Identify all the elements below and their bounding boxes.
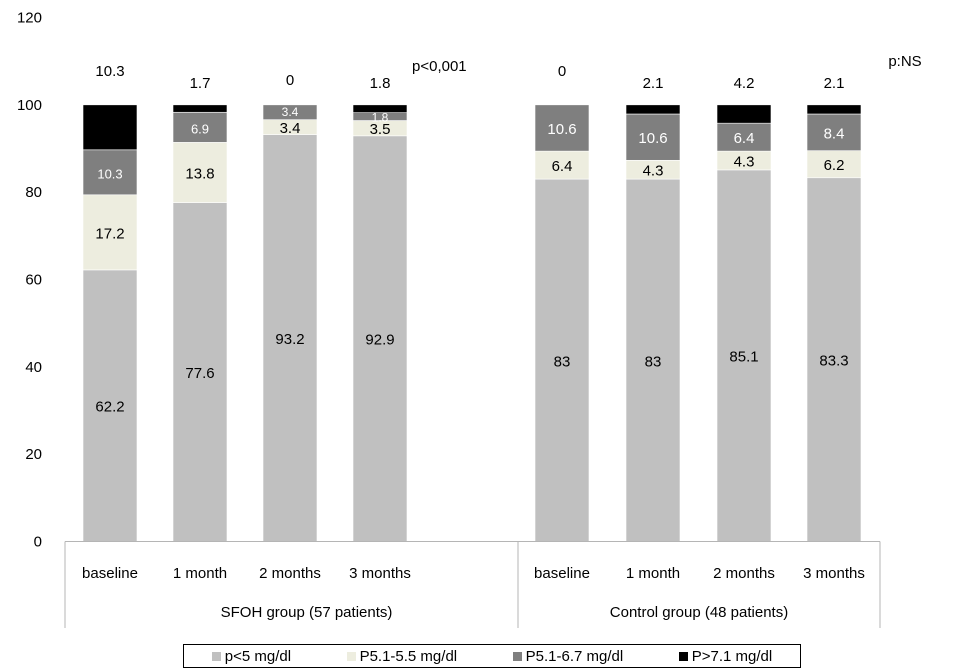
bar-segment xyxy=(82,269,138,542)
segment-label: 10.6 xyxy=(547,121,576,138)
bar-segment xyxy=(806,104,862,115)
segment-label: 93.2 xyxy=(275,331,304,348)
annotations: p<0,001 p:NS xyxy=(412,53,922,75)
significance-annotation: p:NS xyxy=(888,53,921,70)
segment-label: 77.6 xyxy=(185,365,214,382)
legend-swatch xyxy=(512,651,522,661)
bar-segment xyxy=(82,104,138,151)
bar-stacks xyxy=(82,104,862,542)
legend: p<5 mg/dl P5.1-5.5 mg/dl P5.1-6.7 mg/dl P>7… xyxy=(183,644,801,668)
bar-segment xyxy=(716,122,772,152)
y-tick-label: 40 xyxy=(25,359,42,376)
bar-segment xyxy=(352,104,408,113)
top-labels: 10.3 1.7 0 1.8 0 2.1 4.2 2.1 xyxy=(95,63,844,92)
group-label: SFOH group (57 patients) xyxy=(221,604,393,621)
segment-label: 17.2 xyxy=(95,225,124,242)
segment-label: 13.8 xyxy=(185,166,214,183)
top-value-label: 1.8 xyxy=(370,75,391,92)
bar-segment xyxy=(172,202,228,542)
segment-label: 6.2 xyxy=(824,157,845,174)
segment-label: 83 xyxy=(554,353,571,370)
legend-item: p<5 mg/dl xyxy=(211,647,292,665)
segment-label: 1.8 xyxy=(372,111,389,125)
bar-segment xyxy=(172,104,228,113)
segment-label: 6.4 xyxy=(552,158,573,175)
legend-label: P5.1-5.5 mg/dl xyxy=(359,647,458,665)
y-tick-label: 100 xyxy=(17,97,42,114)
stacked-bar-chart: 0 20 40 60 80 100 120 62.2 17.2 10.3 77.6 13.8 6.9 9… xyxy=(17,10,922,628)
x-tick-label: 2 months xyxy=(713,565,775,582)
bar-segment xyxy=(625,104,681,115)
segment-label: 83 xyxy=(645,353,662,370)
legend-swatch xyxy=(346,651,356,661)
x-tick-label: baseline xyxy=(534,565,590,582)
x-tick-label: 2 months xyxy=(259,565,321,582)
y-tick-label: 80 xyxy=(25,184,42,201)
legend-label: P>7.1 mg/dl xyxy=(691,647,773,665)
bar-segment xyxy=(262,104,318,120)
y-tick-label: 20 xyxy=(25,446,42,463)
x-tick-label: 1 month xyxy=(173,565,227,582)
top-value-label: 2.1 xyxy=(643,75,664,92)
bar-segment xyxy=(534,150,590,180)
segment-label: 4.3 xyxy=(643,163,664,180)
segment-label: 8.4 xyxy=(824,125,845,142)
segment-label: 92.9 xyxy=(365,332,394,349)
bar-segment xyxy=(172,111,228,143)
y-tick-label: 120 xyxy=(17,10,42,27)
segment-label: 3.4 xyxy=(280,120,301,137)
bar-segment xyxy=(262,134,318,542)
legend-swatch xyxy=(678,651,688,661)
y-axis: 0 20 40 60 80 100 120 xyxy=(17,10,42,551)
legend-swatch xyxy=(211,651,221,661)
legend-item: P>7.1 mg/dl xyxy=(678,647,773,665)
bar-segment xyxy=(806,177,862,542)
segment-label: 6.4 xyxy=(734,130,755,147)
legend-label: p<5 mg/dl xyxy=(224,647,292,665)
segment-labels: 62.2 17.2 10.3 77.6 13.8 6.9 93.2 3.43.4 92.9 3.5… xyxy=(95,105,848,416)
segment-label: 83.3 xyxy=(819,353,848,370)
group-label: Control group (48 patients) xyxy=(610,604,788,621)
segment-label: 10.6 xyxy=(638,130,667,147)
x-tick-label: 1 month xyxy=(626,565,680,582)
x-tick-label: baseline xyxy=(82,565,138,582)
segment-label: 3.5 xyxy=(370,121,391,138)
x-tick-label: 3 months xyxy=(803,565,865,582)
segment-label: 62.2 xyxy=(95,399,124,416)
top-value-label: 4.2 xyxy=(734,75,755,92)
top-value-label: 2.1 xyxy=(824,75,845,92)
segment-label: 10.3 xyxy=(97,166,122,181)
x-tick-label: 3 months xyxy=(349,565,411,582)
bar-segment xyxy=(806,113,862,151)
segment-label: 6.9 xyxy=(191,121,209,136)
top-value-label: 0 xyxy=(286,72,294,89)
x-axis: baseline 1 month 2 months 3 months SFOH grou… xyxy=(64,541,881,628)
segment-label: 3.4 xyxy=(282,105,299,119)
legend-label: P5.1-6.7 mg/dl xyxy=(525,647,624,665)
segment-label: 4.3 xyxy=(734,154,755,171)
segment-label: 85.1 xyxy=(729,349,758,366)
top-value-label: 0 xyxy=(558,63,566,80)
bar-segment xyxy=(82,194,138,271)
legend-item: P5.1-6.7 mg/dl xyxy=(512,647,624,665)
bar-segment xyxy=(534,178,590,542)
y-tick-label: 60 xyxy=(25,272,42,289)
top-value-label: 1.7 xyxy=(190,75,211,92)
bar-segment xyxy=(534,104,590,152)
significance-annotation: p<0,001 xyxy=(412,58,467,75)
bar-segment xyxy=(172,142,228,203)
legend-item: P5.1-5.5 mg/dl xyxy=(346,647,458,665)
top-value-label: 10.3 xyxy=(95,63,124,80)
y-tick-label: 0 xyxy=(34,534,42,551)
bar-segment xyxy=(352,135,408,542)
bar-segment xyxy=(625,113,681,161)
bar-segment xyxy=(716,104,772,124)
